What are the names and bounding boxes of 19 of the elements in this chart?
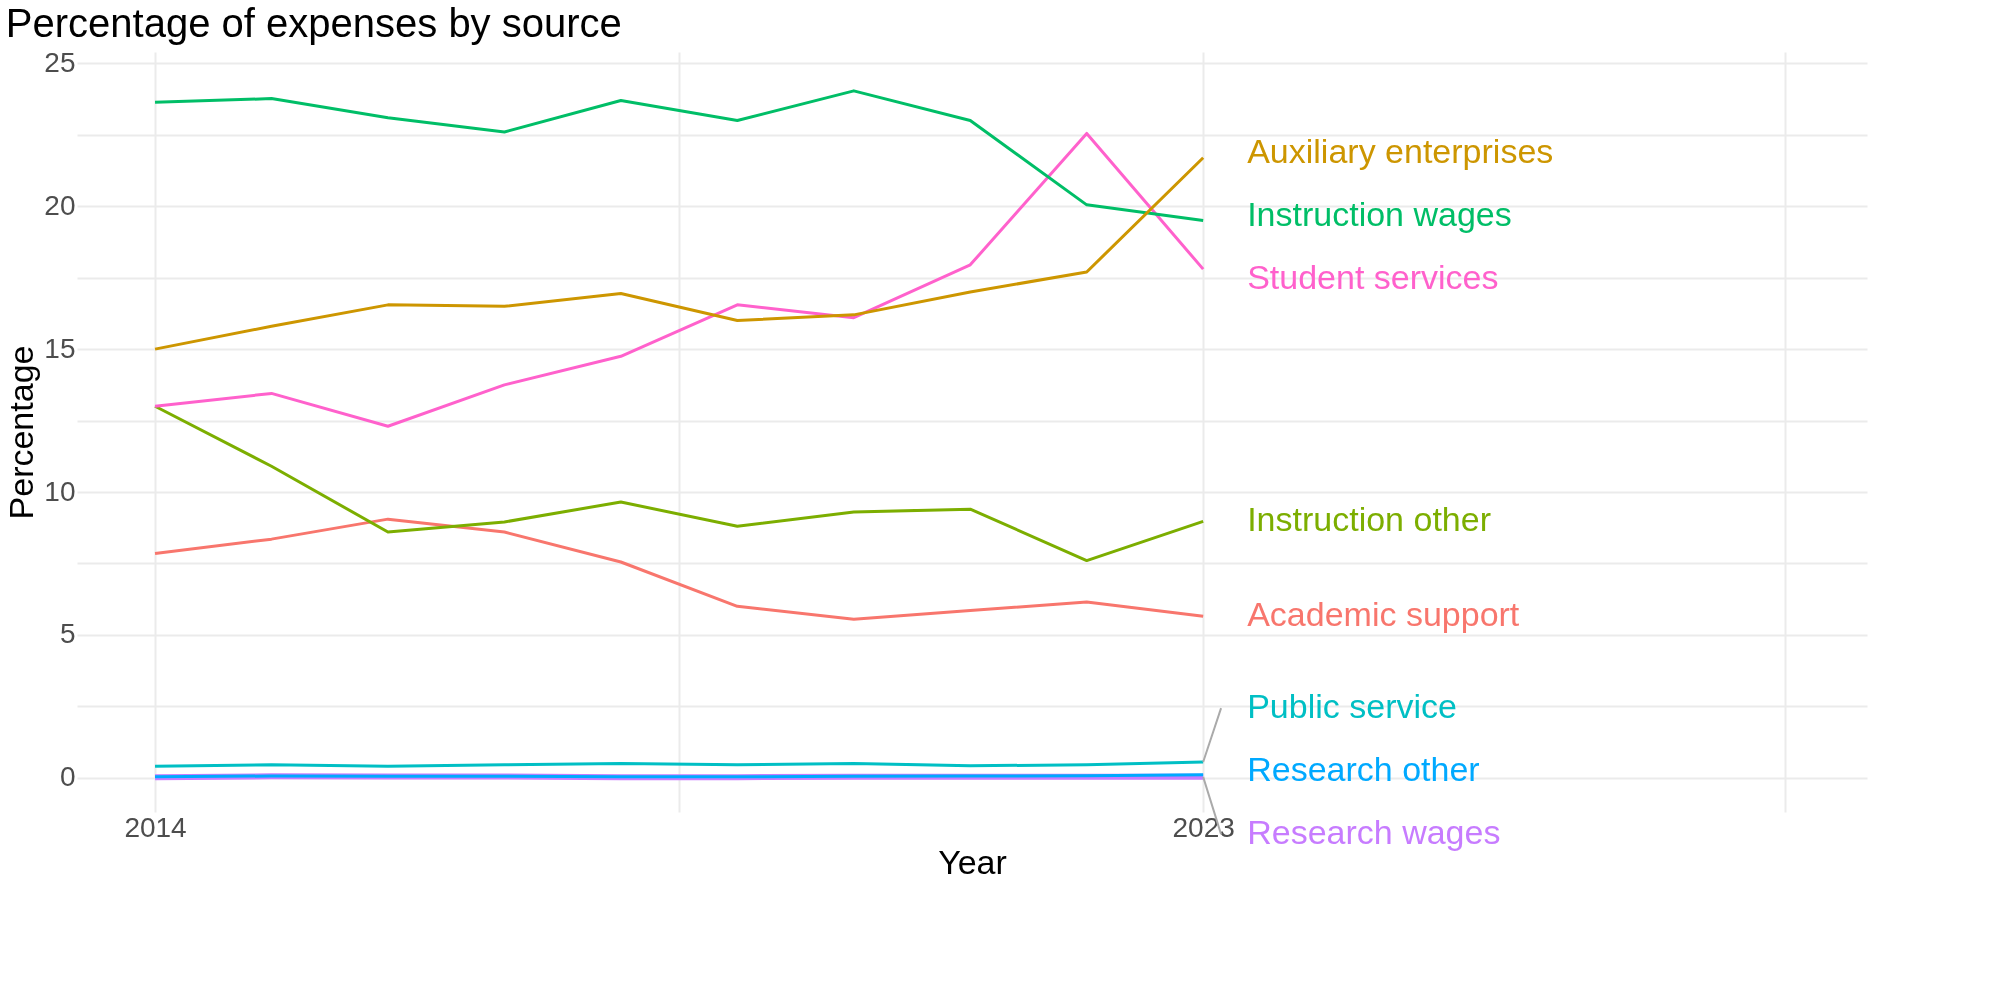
series-label: Instruction other	[1247, 500, 1491, 539]
series-label: Instruction wages	[1247, 194, 1512, 233]
series-label: Research other	[1247, 750, 1480, 789]
y-tick-label: 20	[44, 189, 76, 221]
series-label: Public service	[1247, 687, 1457, 726]
y-axis-title: Percentage	[2, 345, 41, 520]
x-tick-label: 2014	[124, 811, 187, 843]
x-axis-title: Year	[938, 842, 1007, 881]
series-label: Auxiliary enterprises	[1247, 131, 1554, 170]
chart-title: Percentage of expenses by source	[5, 1, 622, 46]
y-tick-label: 5	[59, 618, 76, 650]
y-tick-label: 15	[44, 332, 76, 364]
series-label: Academic support	[1247, 595, 1520, 634]
y-tick-label: 25	[44, 46, 76, 78]
x-tick-label: 2023	[1172, 811, 1235, 843]
y-tick-label: 0	[59, 761, 76, 793]
series-label: Research wages	[1247, 813, 1501, 852]
series-label: Student services	[1247, 257, 1499, 296]
y-tick-label: 10	[44, 475, 76, 507]
